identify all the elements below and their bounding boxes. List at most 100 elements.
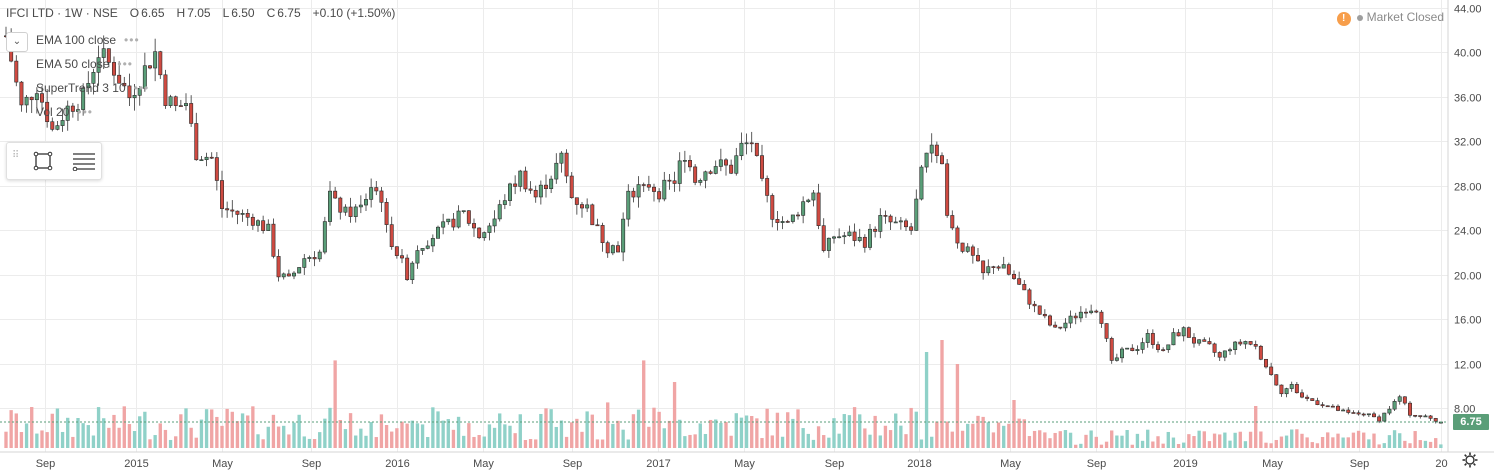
volume-bar xyxy=(1243,441,1248,448)
candle-body xyxy=(934,144,939,156)
volume-bar xyxy=(904,434,908,448)
candle-body xyxy=(508,183,512,201)
volume-bar xyxy=(60,431,65,448)
candle-body xyxy=(760,155,764,179)
volume-bar xyxy=(1326,432,1330,448)
candle-body xyxy=(1228,349,1232,352)
volume-bar xyxy=(1084,434,1088,448)
volume-bar xyxy=(246,415,250,448)
indicator-volume[interactable]: Vol 20 ••• xyxy=(36,105,93,119)
volume-bar xyxy=(1341,437,1345,448)
volume-bar xyxy=(174,436,178,448)
volume-bar xyxy=(996,422,1001,448)
candle-body xyxy=(1356,412,1361,415)
more-dots-icon[interactable]: ••• xyxy=(133,81,150,95)
volume-bar xyxy=(508,425,512,448)
volume-bar xyxy=(1377,444,1381,448)
more-dots-icon[interactable]: ••• xyxy=(124,33,140,47)
drag-grip-icon[interactable]: ⠿ xyxy=(12,150,20,161)
candle-body xyxy=(1258,345,1263,360)
candle-body xyxy=(420,248,425,251)
volume-bar xyxy=(621,429,625,448)
rectangle-tool-icon[interactable] xyxy=(33,151,53,171)
volume-bar xyxy=(585,411,589,448)
volume-bar xyxy=(683,436,687,448)
candle-body xyxy=(1048,315,1052,326)
candle-body xyxy=(1397,396,1402,402)
volume-bar xyxy=(1192,436,1196,448)
candle-body xyxy=(1305,396,1310,399)
candle-body xyxy=(976,255,980,262)
candle-body xyxy=(1099,311,1104,324)
candle-body xyxy=(70,105,75,112)
collapse-legend-button[interactable]: ⌄ xyxy=(6,32,28,52)
candle-body xyxy=(1176,332,1181,337)
volume-bar xyxy=(1202,431,1206,448)
candle-body xyxy=(945,163,950,216)
volume-bar xyxy=(1012,400,1016,448)
volume-bar xyxy=(189,427,193,448)
last-price-tag: 6.75 xyxy=(1453,413,1489,430)
volume-bar xyxy=(1372,433,1376,448)
candle-body xyxy=(533,189,538,198)
volume-bar xyxy=(492,427,497,448)
volume-bar xyxy=(940,340,944,448)
price-tick-label: 28.00 xyxy=(1454,182,1482,194)
candle-body xyxy=(1392,401,1397,410)
volume-bar xyxy=(811,439,816,448)
candle-body xyxy=(713,166,718,174)
lines-tool-icon[interactable] xyxy=(71,151,97,171)
volume-bar xyxy=(852,407,857,448)
indicator-label: Vol 20 xyxy=(36,105,70,119)
volume-bar xyxy=(1171,437,1176,448)
volume-bar xyxy=(451,429,456,448)
chart-grid xyxy=(0,0,1448,452)
volume-bar xyxy=(657,411,661,448)
volume-bar xyxy=(1068,432,1073,448)
volume-bar xyxy=(909,407,913,448)
more-dots-icon[interactable]: ••• xyxy=(77,105,93,119)
volume-bar xyxy=(719,422,723,448)
volume-bar xyxy=(456,416,461,448)
candle-body xyxy=(235,210,240,215)
volume-bar xyxy=(755,418,759,448)
warning-icon[interactable]: ! xyxy=(1336,12,1351,26)
indicator-ema100[interactable]: EMA 100 close ••• xyxy=(36,33,140,47)
candle-body xyxy=(801,201,806,216)
candle-body xyxy=(646,184,651,188)
settings-icon[interactable] xyxy=(1462,452,1478,468)
candle-body xyxy=(780,221,785,223)
volume-bar xyxy=(1197,430,1201,448)
indicator-supertrend[interactable]: SuperTrend 3 10 ••• xyxy=(36,81,149,95)
candle-body xyxy=(1408,402,1412,416)
candle-body xyxy=(497,204,502,220)
volume-bar xyxy=(384,424,389,448)
symbol-title[interactable]: IFCI LTD · 1W · NSE xyxy=(6,6,118,20)
volume-bar xyxy=(863,428,867,448)
candle-body xyxy=(1212,343,1217,353)
indicator-ema50[interactable]: EMA 50 close ••• xyxy=(36,57,133,71)
candle-body xyxy=(929,144,934,154)
volume-bar xyxy=(672,382,677,448)
candle-body xyxy=(76,109,80,112)
more-dots-icon[interactable]: ••• xyxy=(117,57,133,71)
candle-body xyxy=(312,257,317,260)
volume-bar xyxy=(883,425,888,448)
volume-bar xyxy=(323,418,327,448)
candle-body xyxy=(693,166,698,183)
volume-bar xyxy=(1423,440,1428,448)
candle-body xyxy=(436,226,440,239)
volume-bar xyxy=(482,436,486,448)
candle-body xyxy=(338,197,343,213)
volume-bar xyxy=(251,406,255,448)
volume-bar xyxy=(626,439,630,448)
candle-body xyxy=(1243,341,1248,345)
volume-bar xyxy=(467,423,471,448)
volume-bar xyxy=(698,423,702,448)
volume-bar xyxy=(374,437,378,448)
candle-body xyxy=(574,197,579,205)
volume-bar xyxy=(960,430,965,448)
candle-body xyxy=(1068,315,1073,324)
candle-body xyxy=(1130,347,1135,352)
